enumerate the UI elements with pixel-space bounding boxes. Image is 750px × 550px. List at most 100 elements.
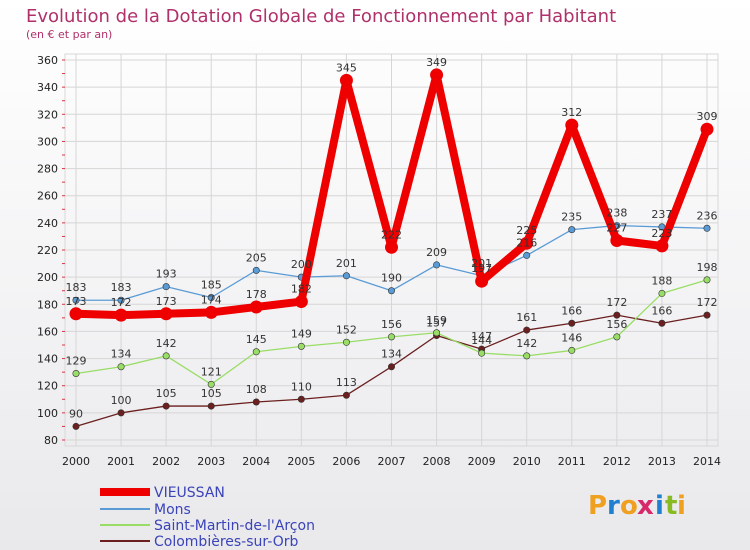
data-label: 188 xyxy=(651,274,672,287)
x-tick-label: 2000 xyxy=(62,455,90,468)
series-layer xyxy=(69,68,714,430)
data-label: 134 xyxy=(381,348,402,361)
data-point xyxy=(523,352,531,360)
y-tick-label: 120 xyxy=(37,380,58,393)
data-point xyxy=(433,261,441,269)
data-label: 147 xyxy=(471,330,492,343)
data-point xyxy=(385,240,398,254)
data-label: 205 xyxy=(246,251,267,264)
x-tick-label: 2004 xyxy=(242,455,270,468)
data-point xyxy=(387,363,395,371)
data-label: 156 xyxy=(381,318,402,331)
data-label: 113 xyxy=(336,376,357,389)
data-point xyxy=(610,234,624,247)
axes: 80 100 120 140 160 180 200 220 240 260 280 300 320 34… xyxy=(37,54,721,468)
brand-letter: i xyxy=(655,491,664,521)
data-label: 309 xyxy=(697,110,718,123)
y-tick-label: 240 xyxy=(37,217,58,230)
data-point xyxy=(658,319,666,327)
data-point xyxy=(342,272,350,280)
data-point xyxy=(568,346,576,354)
data-point xyxy=(69,307,83,321)
data-point xyxy=(162,283,170,291)
data-point xyxy=(387,287,395,295)
chart-title: Evolution de la Dotation Globale de Fonc… xyxy=(26,6,616,27)
data-point xyxy=(207,293,215,301)
chart-subtitle: (en € et par an) xyxy=(26,28,112,41)
data-label: 201 xyxy=(336,257,357,270)
brand-letter: o xyxy=(620,491,638,521)
data-label: 142 xyxy=(156,337,177,350)
brand-letter: P xyxy=(588,491,607,521)
data-point xyxy=(703,276,711,284)
brand-letter: r xyxy=(607,491,620,521)
brand-letter: x xyxy=(637,491,654,521)
data-label: 105 xyxy=(201,387,222,400)
data-point xyxy=(204,305,218,319)
data-label: 149 xyxy=(291,327,312,340)
data-point xyxy=(387,333,395,341)
x-tick-label: 2001 xyxy=(107,455,135,468)
x-tick-label: 2007 xyxy=(378,455,406,468)
y-tick-label: 320 xyxy=(37,108,58,121)
data-point xyxy=(159,307,173,321)
data-label: 166 xyxy=(651,304,672,317)
data-point xyxy=(252,348,260,356)
x-tick-label: 2003 xyxy=(197,455,225,468)
data-point xyxy=(613,311,621,319)
legend-label: Saint-Martin-de-l'Arçon xyxy=(154,518,315,534)
x-tick-label: 2006 xyxy=(332,455,360,468)
legend-label: Colombières-sur-Orb xyxy=(154,534,298,550)
x-tick-label: 2005 xyxy=(287,455,315,468)
data-label: 223 xyxy=(651,227,672,240)
x-tick-label: 2014 xyxy=(693,455,721,468)
data-label: 197 xyxy=(471,262,492,275)
data-label: 152 xyxy=(336,323,357,336)
legend-label: VIEUSSAN xyxy=(154,485,225,501)
y-tick-label: 80 xyxy=(44,434,58,447)
data-point xyxy=(117,409,125,417)
data-point xyxy=(433,329,441,337)
data-label: 100 xyxy=(111,394,132,407)
y-tick-label: 340 xyxy=(37,81,58,94)
data-point xyxy=(72,296,80,304)
data-label: 144 xyxy=(471,334,492,347)
data-label: 235 xyxy=(561,211,582,224)
x-tick-label: 2002 xyxy=(152,455,180,468)
data-point xyxy=(568,319,576,327)
data-label: 173 xyxy=(156,295,177,308)
data-label: 222 xyxy=(381,228,402,241)
data-point xyxy=(162,352,170,360)
data-label: 156 xyxy=(606,318,627,331)
data-label: 173 xyxy=(66,295,87,308)
data-label: 108 xyxy=(246,383,267,396)
data-point xyxy=(294,295,308,309)
data-point xyxy=(252,266,260,274)
data-point xyxy=(523,326,531,334)
data-point xyxy=(342,338,350,346)
data-label: 185 xyxy=(201,279,222,292)
data-point xyxy=(703,311,711,319)
y-tick-label: 180 xyxy=(37,298,58,311)
data-point xyxy=(475,274,489,288)
data-label: 172 xyxy=(111,296,132,309)
data-point xyxy=(207,402,215,410)
data-point xyxy=(297,395,305,403)
data-label: 166 xyxy=(561,304,582,317)
data-point xyxy=(342,391,350,399)
data-label: 227 xyxy=(606,222,627,235)
y-tick-label: 220 xyxy=(37,244,58,257)
y-tick-label: 140 xyxy=(37,353,58,366)
data-label: 190 xyxy=(381,272,402,285)
x-tick-label: 2008 xyxy=(423,455,451,468)
y-tick-label: 300 xyxy=(37,135,58,148)
data-point xyxy=(613,333,621,341)
data-label: 178 xyxy=(246,288,267,301)
data-label: 159 xyxy=(426,314,447,327)
data-label: 90 xyxy=(69,407,83,420)
data-label: 157 xyxy=(426,317,447,330)
x-tick-label: 2012 xyxy=(603,455,631,468)
